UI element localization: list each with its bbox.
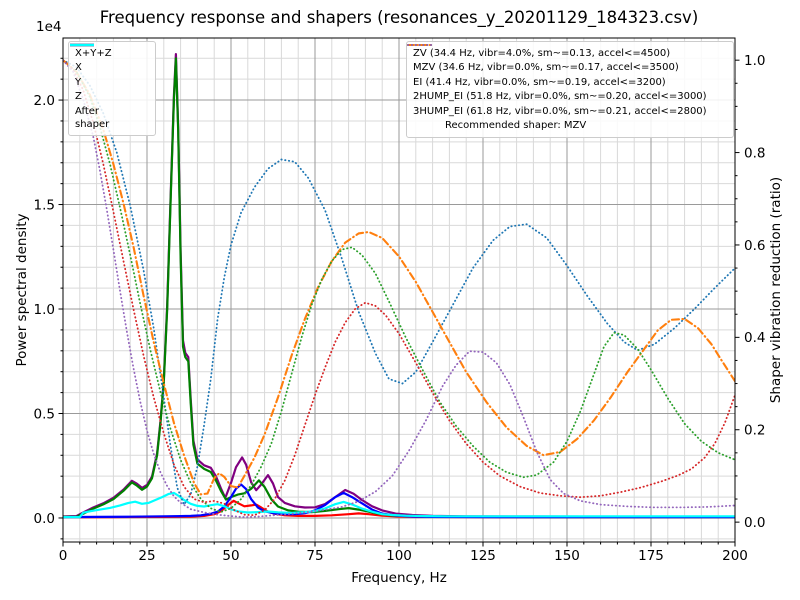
legend-label: After shaper — [75, 105, 110, 130]
legend-label: 3HUMP_EI (61.8 Hz, vibr=0.0%, sm~=0.21, … — [413, 105, 707, 117]
legend-item-2hump-ei: 2HUMP_EI (51.8 Hz, vibr=0.0%, sm~=0.20, … — [407, 44, 727, 103]
y-right-axis-label: Shaper vibration reduction (ratio) — [768, 176, 784, 404]
legend-shapers: ZV (34.4 Hz, vibr=4.0%, sm~=0.13, accel<… — [406, 41, 734, 138]
x-tick-label: 125 — [470, 548, 496, 564]
y-right-tick-label: 0.6 — [744, 238, 765, 254]
legend-line-sample — [70, 43, 94, 47]
y-axis-offset-label: 1e4 — [36, 19, 62, 35]
legend-item-after-shaper: After shaper — [70, 43, 149, 131]
legend-item-ei: EI (41.4 Hz, vibr=0.0%, sm~=0.19, accel<… — [407, 44, 727, 89]
y-right-tick-label: 0.2 — [744, 423, 765, 439]
x-tick-label: 175 — [638, 548, 664, 564]
legend-item-zv: ZV (34.4 Hz, vibr=4.0%, sm~=0.13, accel<… — [407, 44, 727, 60]
series-ei-line — [63, 59, 735, 513]
series-zv-line — [63, 59, 735, 507]
x-tick-label: 25 — [138, 548, 155, 564]
y-left-tick-label: 0.0 — [34, 511, 55, 527]
legend-label: MZV (34.6 Hz, vibr=0.0%, sm~=0.17, accel… — [413, 62, 679, 73]
legend-item-y: Y — [70, 43, 149, 89]
y-left-tick-label: 1.0 — [34, 302, 55, 318]
legend-line-sample — [407, 44, 433, 46]
series-3hump-ei-line — [63, 59, 735, 519]
legend-item-z: Z — [70, 43, 149, 103]
x-tick-label: 100 — [386, 548, 412, 564]
ticks — [58, 57, 740, 547]
y-right-tick-label: 0.0 — [744, 515, 765, 531]
x-axis-label: Frequency, Hz — [351, 570, 447, 586]
series-group — [63, 53, 735, 519]
tick-labels: 0 25 50 75 100 125 150 175 200 0.0 0.5 1.0 1.5 2.0 0.0… — [34, 53, 766, 564]
legend-item-x-y-z: X+Y+Z — [70, 43, 149, 60]
recommended-shaper-text: Recommended shaper: MZV — [445, 120, 587, 131]
y-right-tick-label: 0.8 — [744, 145, 765, 161]
legend-label: Y — [75, 76, 82, 88]
series-2hump-ei-line — [63, 59, 735, 517]
legend-label: EI (41.4 Hz, vibr=0.0%, sm~=0.19, accel<… — [413, 76, 666, 88]
y-right-tick-label: 0.4 — [744, 330, 765, 346]
legend-item-mzv: MZV (34.6 Hz, vibr=0.0%, sm~=0.17, accel… — [407, 44, 727, 74]
legend-psd: X+Y+Z X Y Z After shaper — [68, 41, 156, 136]
y-left-tick-label: 0.5 — [34, 406, 55, 422]
legend-recommended-shaper-note: Recommended shaper: MZV — [413, 119, 727, 132]
legend-label: X — [75, 62, 82, 73]
legend-label: Z — [75, 91, 82, 102]
y-left-tick-label: 2.0 — [34, 93, 55, 109]
legend-label: ZV (34.4 Hz, vibr=4.0%, sm~=0.13, accel<… — [413, 47, 671, 59]
legend-item-x: X — [70, 43, 149, 74]
series-x-y-z-line — [63, 53, 735, 518]
x-tick-label: 0 — [59, 548, 68, 564]
y-left-axis-label: Power spectral density — [14, 213, 30, 367]
legend-label: X+Y+Z — [75, 47, 112, 59]
chart-title: Frequency response and shapers (resonanc… — [99, 8, 699, 27]
legend-item-3hump-ei: 3HUMP_EI (61.8 Hz, vibr=0.0%, sm~=0.21, … — [407, 44, 727, 118]
x-tick-label: 50 — [222, 548, 239, 564]
x-tick-label: 200 — [722, 548, 748, 564]
legend-label: 2HUMP_EI (51.8 Hz, vibr=0.0%, sm~=0.20, … — [413, 91, 707, 102]
x-tick-label: 150 — [554, 548, 580, 564]
series-y-line — [63, 57, 735, 519]
x-tick-label: 75 — [306, 548, 323, 564]
y-left-tick-label: 1.5 — [34, 197, 55, 213]
y-right-tick-label: 1.0 — [744, 53, 765, 69]
series-after-shaper-line — [63, 491, 735, 519]
